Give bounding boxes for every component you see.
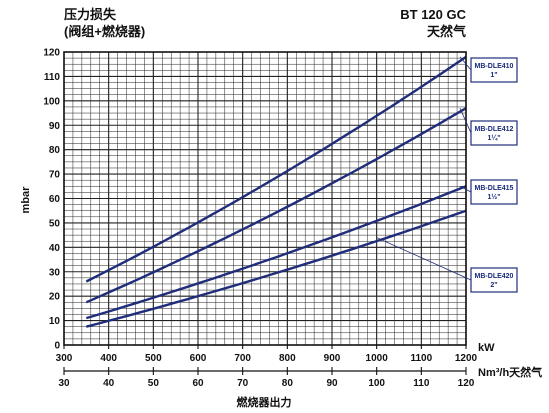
plot-frame <box>63 51 467 346</box>
x2-tick-label: 30 <box>58 378 70 389</box>
y-tick-label: 120 <box>43 48 60 59</box>
leader-line <box>376 237 472 281</box>
y-tick-label: 90 <box>49 121 61 132</box>
x-axis-unit-kw: kW <box>478 342 495 354</box>
y-tick-label: 80 <box>49 145 61 156</box>
series-label-box <box>470 267 518 293</box>
y-tick-label: 100 <box>43 96 60 107</box>
series-label-model: MB-DLE415 <box>475 185 514 192</box>
y-tick-label: 60 <box>49 194 61 205</box>
series-label-box <box>470 179 518 205</box>
model-label: BT 120 GC <box>400 7 466 22</box>
x2-tick-label: 110 <box>413 378 430 389</box>
x-tick-label: 1000 <box>366 353 389 364</box>
x-axis-label: 燃烧器出力 <box>236 395 292 409</box>
x-tick-label: 1200 <box>455 353 478 364</box>
y-axis-label: mbar <box>20 186 32 214</box>
series-line-mb-dle420 <box>85 209 467 328</box>
x-tick-label: 900 <box>324 353 341 364</box>
chart-title-line1: 压力损失 <box>64 7 117 22</box>
chart-curves <box>85 55 467 328</box>
x2-tick-label: 120 <box>458 378 475 389</box>
x2-tick-label: 90 <box>326 378 338 389</box>
x2-tick-label: 100 <box>368 378 385 389</box>
chart-title-line2: (阀组+燃烧器) <box>64 24 145 39</box>
y-tick-label: 10 <box>49 316 61 327</box>
x-tick-label: 300 <box>56 353 73 364</box>
y-tick-label: 30 <box>49 267 61 278</box>
y-tick-label: 0 <box>54 341 60 352</box>
series-label-model: MB-DLE412 <box>475 126 514 133</box>
x-tick-label: 600 <box>190 353 207 364</box>
x2-tick-label: 70 <box>237 378 249 389</box>
leader-line <box>459 56 472 71</box>
series-line-mb-dle415 <box>85 185 467 320</box>
y-tick-label: 70 <box>49 170 61 181</box>
x2-tick-label: 80 <box>282 378 294 389</box>
series-label-model: MB-DLE420 <box>475 273 514 280</box>
x-tick-label: 800 <box>279 353 296 364</box>
series-label-box <box>470 57 518 83</box>
y-tick-label: 20 <box>49 292 61 303</box>
leader-line <box>459 185 472 193</box>
chart-axes: 0 10 20 30 40 50 60 70 80 90 100 110 120 300 400 500 600… <box>43 48 477 390</box>
x2-tick-label: 40 <box>103 378 115 389</box>
x2-axis-unit: Nm³/h天然气 <box>478 365 542 379</box>
x2-tick-label: 50 <box>148 378 160 389</box>
x-tick-label: 1100 <box>410 353 432 364</box>
series-label-box <box>470 120 518 146</box>
series-label-model: MB-DLE410 <box>475 63 514 70</box>
x-tick-label: 400 <box>100 353 117 364</box>
x-tick-label: 500 <box>145 353 162 364</box>
series-label-size: 1½" <box>487 193 500 201</box>
y-tick-label: 40 <box>49 243 61 254</box>
fuel-label: 天然气 <box>427 24 466 39</box>
y-tick-label: 50 <box>49 218 61 229</box>
series-label-size: 1¼" <box>487 134 500 142</box>
y-tick-label: 110 <box>44 72 61 83</box>
series-label-size: 1" <box>490 72 497 79</box>
x-tick-label: 700 <box>234 353 251 364</box>
series-line-mb-dle410 <box>85 55 467 283</box>
x2-tick-label: 60 <box>192 378 204 389</box>
leader-line <box>459 107 472 134</box>
series-line-mb-dle412 <box>85 107 467 304</box>
series-label-size: 2" <box>490 282 497 289</box>
